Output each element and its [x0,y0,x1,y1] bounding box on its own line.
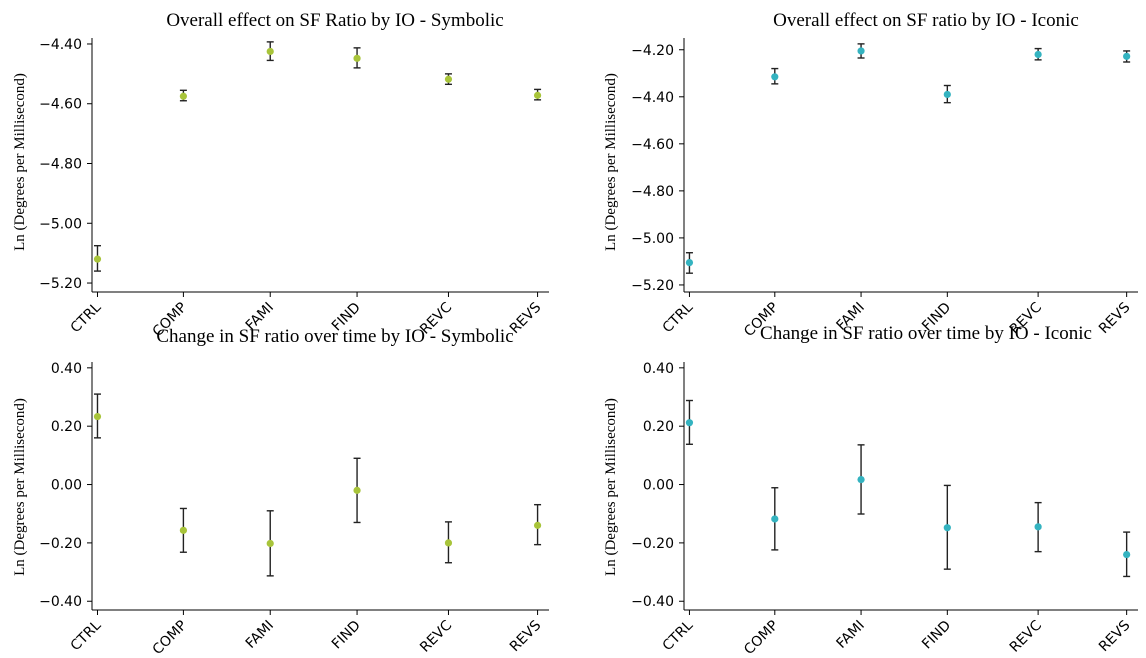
chart-title: Change in SF ratio over time by IO - Ico… [760,323,1092,344]
panel-iconic-overall: Overall effect on SF ratio by IO - Iconi… [603,10,1138,340]
x-tick-label-revc: REVC [1007,617,1045,655]
y-axis-label: Ln (Degrees per Millisecond) [12,398,28,576]
chart-title: Overall effect on SF Ratio by IO - Symbo… [166,10,503,31]
x-tick-label-ctrl: CTRL [68,299,105,336]
y-tick-label: −5.00 [39,216,82,232]
y-axis-label: Ln (Degrees per Millisecond) [603,73,619,251]
x-tick-label-ctrl: CTRL [68,617,105,654]
x-tick-label-comp: COMP [741,618,782,658]
x-tick-label-fami: FAMI [834,618,868,652]
y-tick-label: −4.80 [631,184,674,200]
data-point-comp [771,515,779,523]
x-tick-label-find: FIND [919,618,954,653]
panel-symbolic-overall: Overall effect on SF Ratio by IO - Symbo… [12,10,549,340]
data-point-comp [179,92,187,100]
data-point-ctrl [93,255,102,263]
y-tick-label: −4.20 [631,43,674,59]
x-tick-label-revc: REVC [417,617,455,655]
y-tick-label: −5.00 [631,231,674,247]
data-point-ctrl [685,259,694,267]
y-axis-label: Ln (Degrees per Millisecond) [603,398,619,576]
y-tick-label: −0.40 [39,594,82,610]
x-tick-label-comp: COMP [150,618,191,658]
y-tick-label: −4.40 [39,37,82,53]
y-tick-label: −5.20 [631,278,674,294]
y-tick-label: −4.60 [631,137,674,153]
y-tick-label: 0.20 [51,419,82,435]
data-point-find [943,90,951,99]
data-point-fami [857,47,865,55]
data-point-revs [533,521,542,529]
data-point-find [943,524,951,532]
y-tick-label: 0.40 [643,361,674,377]
data-point-revs [1123,52,1131,60]
data-point-revc [1034,50,1042,59]
data-point-find [353,54,361,62]
data-point-comp [771,73,779,81]
x-tick-label-ctrl: CTRL [660,299,697,336]
x-tick-label-find: FIND [329,618,364,653]
x-tick-label-revs: REVS [507,617,545,655]
panel-symbolic-change: Change in SF ratio over time by IO - Sym… [12,326,549,658]
x-tick-label-revs: REVS [1096,299,1134,337]
y-tick-label: −0.20 [631,536,674,552]
data-point-revs [1123,550,1131,559]
data-point-revs [533,91,542,99]
data-point-fami [266,539,274,548]
y-tick-label: 0.40 [51,361,82,377]
y-tick-label: −0.20 [39,536,82,552]
data-point-ctrl [685,419,694,427]
data-point-fami [857,475,865,484]
data-point-comp [179,526,187,534]
y-tick-label: −4.80 [39,157,82,173]
chart-title: Change in SF ratio over time by IO - Sym… [156,326,513,347]
y-tick-label: −4.40 [631,90,674,106]
y-tick-label: −5.20 [39,276,82,292]
x-tick-label-revs: REVS [1096,617,1134,655]
data-point-revc [444,75,453,83]
x-tick-label-fami: FAMI [243,618,277,652]
data-point-ctrl [93,412,102,421]
x-tick-label-ctrl: CTRL [660,617,697,654]
y-tick-label: 0.00 [643,478,674,494]
data-point-revc [444,539,453,547]
panel-iconic-change: Change in SF ratio over time by IO - Ico… [603,323,1138,658]
y-tick-label: 0.20 [643,419,674,435]
y-tick-label: −0.40 [631,594,674,610]
y-tick-label: −4.60 [39,97,82,113]
y-tick-label: 0.00 [51,478,82,494]
data-point-revc [1034,523,1042,531]
chart-title: Overall effect on SF ratio by IO - Iconi… [773,10,1079,31]
data-point-fami [266,47,274,56]
y-axis-label: Ln (Degrees per Millisecond) [12,73,28,251]
data-point-find [353,486,361,494]
